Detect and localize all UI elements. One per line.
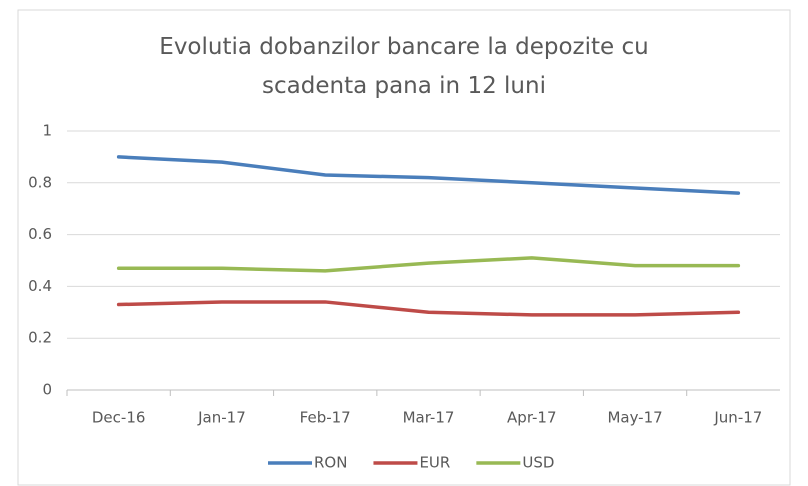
series-line xyxy=(116,256,741,273)
x-tick-label: Jan-17 xyxy=(197,409,246,427)
legend-label: EUR xyxy=(419,454,450,472)
chart-frame xyxy=(17,9,791,486)
y-tick-label: 0.2 xyxy=(28,329,52,347)
legend-label: RON xyxy=(314,454,347,472)
y-tick-label: 0.8 xyxy=(28,173,52,191)
x-tick-label: Dec-16 xyxy=(92,409,146,427)
chart-title: Evolutia dobanzilor bancare la depozite … xyxy=(159,34,649,99)
x-tick-label: May-17 xyxy=(607,409,662,427)
series-line xyxy=(116,300,741,317)
x-tick-label: Mar-17 xyxy=(403,409,455,427)
y-tick-label: 1 xyxy=(42,122,52,140)
x-tick-label: Feb-17 xyxy=(300,409,351,427)
x-tick-label: Jun-17 xyxy=(713,409,762,427)
y-tick-label: 0.6 xyxy=(28,225,52,243)
y-tick-label: 0.4 xyxy=(28,277,52,295)
y-tick-label: 0 xyxy=(42,381,52,399)
legend-label: USD xyxy=(522,454,554,472)
series-line xyxy=(116,155,741,195)
x-tick-label: Apr-17 xyxy=(507,409,557,427)
